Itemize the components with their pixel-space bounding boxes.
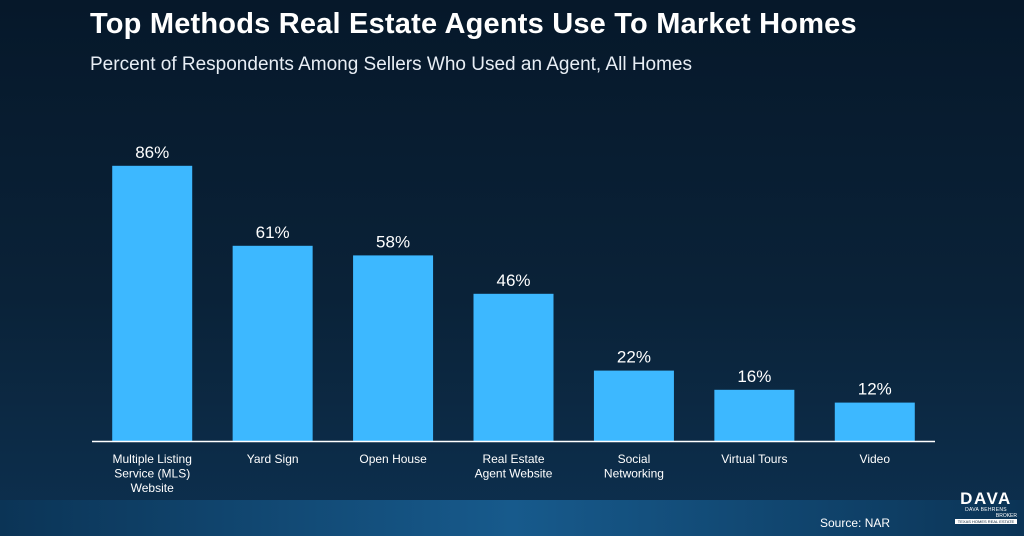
bottom-band [0, 500, 1024, 536]
bar-1 [232, 245, 313, 441]
logo-wordmark: DAVA [960, 489, 1012, 508]
category-label-6-line-0: Video [860, 452, 891, 466]
value-label-5: 16% [737, 367, 771, 386]
category-label-2-line-0: Open House [359, 452, 427, 466]
brand-logo: DAVA DAVA BEHRENS BROKER TEXAS HOMES REA… [955, 490, 1017, 524]
bar-4 [593, 370, 674, 441]
value-label-6: 12% [858, 380, 892, 399]
value-label-0: 86% [135, 143, 169, 162]
value-labels-group: 86% 61% 58% 46% 22% 16% 12% [135, 143, 892, 399]
logo-name: DAVA BEHRENS [965, 507, 1007, 513]
category-label-3-line-0: Real Estate [482, 452, 544, 466]
logo-role: BROKER [995, 513, 1017, 519]
category-label-0-line-1: Service (MLS) [114, 467, 190, 481]
category-label-3-line-1: Agent Website [475, 467, 553, 481]
category-label-0-line-0: Multiple Listing [113, 452, 192, 466]
category-label-0-line-2: Website [131, 481, 174, 495]
category-label-5-line-0: Virtual Tours [721, 452, 787, 466]
bar-5 [714, 389, 795, 441]
bar-0 [112, 165, 193, 442]
chart-subtitle: Percent of Respondents Among Sellers Who… [90, 54, 692, 75]
value-label-2: 58% [376, 232, 410, 251]
bar-6 [834, 402, 915, 441]
logo-company: TEXAS HOMES REAL ESTATE [955, 519, 1017, 524]
bar-3 [473, 293, 554, 441]
value-label-4: 22% [617, 348, 651, 367]
value-label-1: 61% [256, 223, 290, 242]
chart-title: Top Methods Real Estate Agents Use To Ma… [90, 8, 857, 40]
bars-group [112, 165, 915, 442]
category-label-4-line-0: Social [618, 452, 651, 466]
value-label-3: 46% [496, 271, 530, 290]
bar-2 [353, 255, 434, 441]
category-label-4-line-1: Networking [604, 467, 664, 481]
source-note: Source: NAR [820, 516, 891, 530]
category-label-1-line-0: Yard Sign [247, 452, 299, 466]
